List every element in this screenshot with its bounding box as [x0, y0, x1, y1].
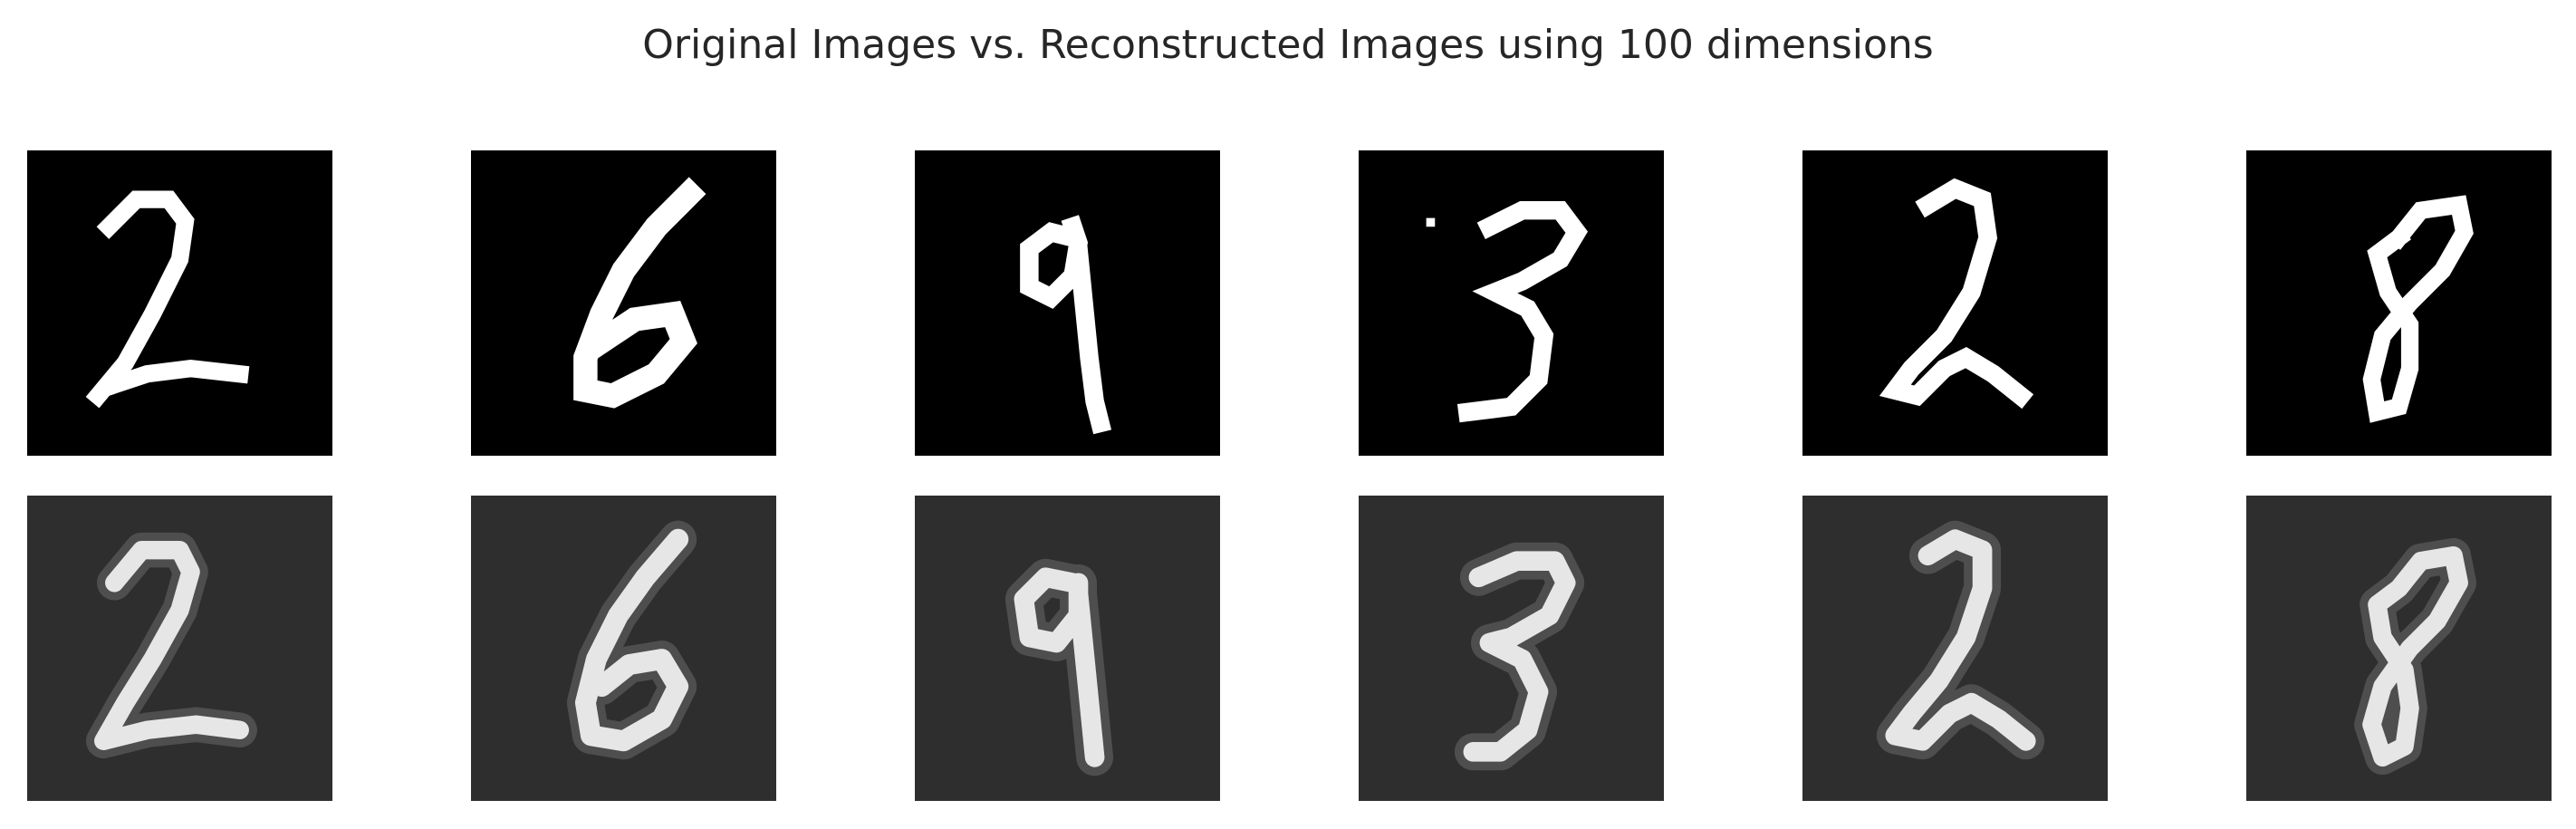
digit-2-original [85, 190, 250, 409]
original-image-2 [471, 150, 776, 456]
digit-2-reconstructed [85, 532, 257, 759]
digit-2-original-b [1879, 178, 2034, 410]
original-image-5 [1802, 150, 2108, 456]
reconstructed-image-5 [1802, 496, 2108, 801]
original-image-1 [27, 150, 332, 456]
digit-8-original [2362, 195, 2474, 423]
digit-9-original [1020, 215, 1112, 435]
reconstructed-image-6 [2246, 496, 2552, 801]
original-image-4 [1359, 150, 1664, 456]
digit-3-original [1426, 200, 1589, 423]
original-image-6 [2246, 150, 2552, 456]
digit-3-reconstructed [1454, 542, 1585, 771]
original-image-3 [915, 150, 1220, 456]
digit-9-reconstructed [1004, 558, 1114, 776]
digit-8-reconstructed [2354, 537, 2476, 776]
reconstructed-image-3 [915, 496, 1220, 801]
digit-2-reconstructed-b [1876, 520, 2045, 760]
digit-6-original [573, 177, 706, 409]
reconstructed-image-2 [471, 496, 776, 801]
digit-6-reconstructed [566, 520, 697, 760]
figure-title: Original Images vs. Reconstructed Images… [642, 22, 1934, 68]
reconstructed-image-4 [1359, 496, 1664, 801]
reconstructed-image-1 [27, 496, 332, 801]
